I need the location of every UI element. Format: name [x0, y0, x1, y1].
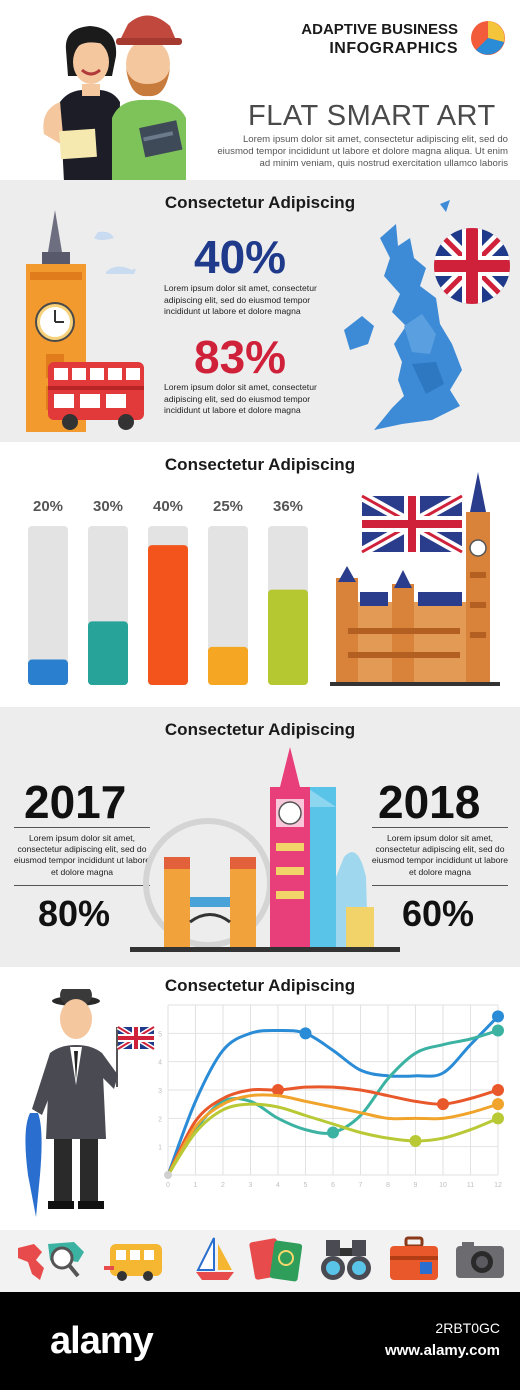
series-line — [166, 1015, 500, 1176]
series-point — [492, 1112, 504, 1125]
section-year-comparison: Consectetur Adipiscing 2017 Lorem ipsum … — [0, 707, 520, 967]
world-map-icon — [18, 1242, 84, 1280]
gentleman-illustration — [25, 989, 156, 1217]
series-point — [299, 1027, 312, 1040]
bar-value-label: 25% — [212, 498, 244, 515]
bar-fill — [208, 646, 248, 685]
line-chart-title: Consectetur Adipiscing — [164, 976, 356, 995]
series-point — [492, 1098, 504, 1111]
suitcase-icon — [390, 1236, 438, 1280]
x-tick-label: 5 — [304, 1182, 308, 1189]
y-tick-label: 4 — [158, 1060, 162, 1067]
x-tick-label: 6 — [331, 1182, 335, 1189]
left-year-pct: 80% — [38, 893, 111, 934]
bar-fill — [268, 589, 308, 685]
bar-track — [208, 526, 248, 685]
left-rule — [14, 827, 150, 828]
series-line — [166, 1093, 499, 1176]
bar-track — [28, 526, 68, 685]
pie-logo-icon — [471, 21, 505, 55]
x-tick-label: 4 — [276, 1182, 280, 1189]
footer-url[interactable]: www.alamy.com — [384, 1342, 500, 1359]
stat1-text: Lorem ipsum dolor sit amet, consectetur … — [164, 283, 317, 316]
london-landmarks-illustration — [130, 747, 400, 952]
right-rule-bottom — [372, 885, 508, 886]
right-year-pct: 60% — [402, 893, 475, 934]
origin-point — [164, 1171, 172, 1179]
series-point — [492, 1010, 504, 1023]
right-year: 2018 — [378, 776, 481, 828]
big-ben-bus-illustration — [26, 210, 144, 432]
lead-text: Lorem ipsum dolor sit amet, consectetur … — [217, 134, 508, 169]
stat2-value: 83% — [194, 331, 287, 383]
bar-chart-title: Consectetur Adipiscing — [164, 455, 356, 474]
x-tick-label: 1 — [194, 1182, 198, 1189]
right-year-text: Lorem ipsum dolor sit amet, consectetur … — [371, 833, 509, 877]
camera-icon — [456, 1242, 504, 1278]
bar-value-label: 40% — [152, 498, 184, 515]
header: ADAPTIVE BUSINESS INFOGRAPHICS FLAT SMAR… — [0, 0, 520, 182]
business-people-illustration — [43, 15, 186, 182]
brand: ADAPTIVE BUSINESS INFOGRAPHICS — [301, 20, 458, 58]
series-point — [492, 1084, 504, 1096]
uk-map-illustration — [344, 200, 462, 430]
x-tick-label: 10 — [439, 1182, 447, 1189]
bar-chart-svg — [28, 526, 308, 685]
uk-flag-circle-icon — [434, 228, 510, 304]
x-tick-label: 7 — [359, 1182, 363, 1189]
travel-icons-strip — [0, 1230, 520, 1292]
left-year: 2017 — [24, 776, 127, 828]
passport-icon — [249, 1238, 303, 1282]
x-tick-label: 9 — [414, 1182, 418, 1189]
right-rule — [372, 827, 508, 828]
stat1-value: 40% — [194, 231, 287, 283]
bar-fill — [88, 621, 128, 685]
bus-icon — [104, 1244, 162, 1281]
section-line-chart: Consectetur Adipiscing 0 1 2 3 4 5 6 7 8 9 10 11 12 1… — [0, 967, 520, 1230]
footer-logo: alamy — [50, 1320, 154, 1362]
y-tick-label: 1 — [158, 1145, 162, 1152]
bar-value-label: 36% — [272, 498, 304, 515]
series-line — [166, 1102, 499, 1176]
y-tick-label: 2 — [158, 1116, 162, 1123]
x-tick-label: 8 — [386, 1182, 390, 1189]
section1-title: Consectetur Adipiscing — [164, 193, 356, 212]
footer: alamy 2RBT0GC www.alamy.com — [0, 1292, 520, 1390]
series-point — [327, 1126, 339, 1139]
x-tick-label: 0 — [166, 1182, 170, 1189]
left-rule-bottom — [14, 885, 150, 886]
footer-image-id: 2RBT0GC — [435, 1320, 500, 1336]
y-tick-label: 3 — [158, 1088, 162, 1095]
brand-line2: INFOGRAPHICS — [329, 40, 458, 57]
page-title: FLAT SMART ART — [248, 100, 496, 132]
bar-fill — [148, 545, 188, 685]
y-tick-label: 5 — [158, 1031, 162, 1038]
series-point — [437, 1098, 449, 1111]
binoculars-icon — [321, 1240, 371, 1280]
westminster-illustration — [330, 472, 500, 686]
series-point — [492, 1024, 504, 1037]
bar-value-label: 20% — [32, 498, 64, 515]
section3-title: Consectetur Adipiscing — [164, 720, 356, 739]
series-point — [409, 1135, 422, 1147]
stat2-text: Lorem ipsum dolor sit amet, consectetur … — [164, 382, 317, 415]
bar-value-label: 30% — [92, 498, 124, 515]
bar-fill — [28, 659, 68, 685]
x-tick-label: 2 — [221, 1182, 225, 1189]
section-bar-chart: Consectetur Adipiscing 20% 30% 40% 25% 36% — [0, 442, 520, 707]
x-tick-label: 11 — [467, 1182, 474, 1189]
brand-line1: ADAPTIVE BUSINESS — [301, 21, 458, 38]
section-uk-stats: Consectetur Adipiscing 40% Lorem ipsum d… — [0, 180, 520, 442]
sailboat-icon — [196, 1237, 234, 1280]
x-tick-label: 3 — [249, 1182, 253, 1189]
series-point — [272, 1084, 284, 1096]
x-tick-label: 12 — [494, 1182, 502, 1189]
left-year-text: Lorem ipsum dolor sit amet, consectetur … — [13, 833, 151, 877]
